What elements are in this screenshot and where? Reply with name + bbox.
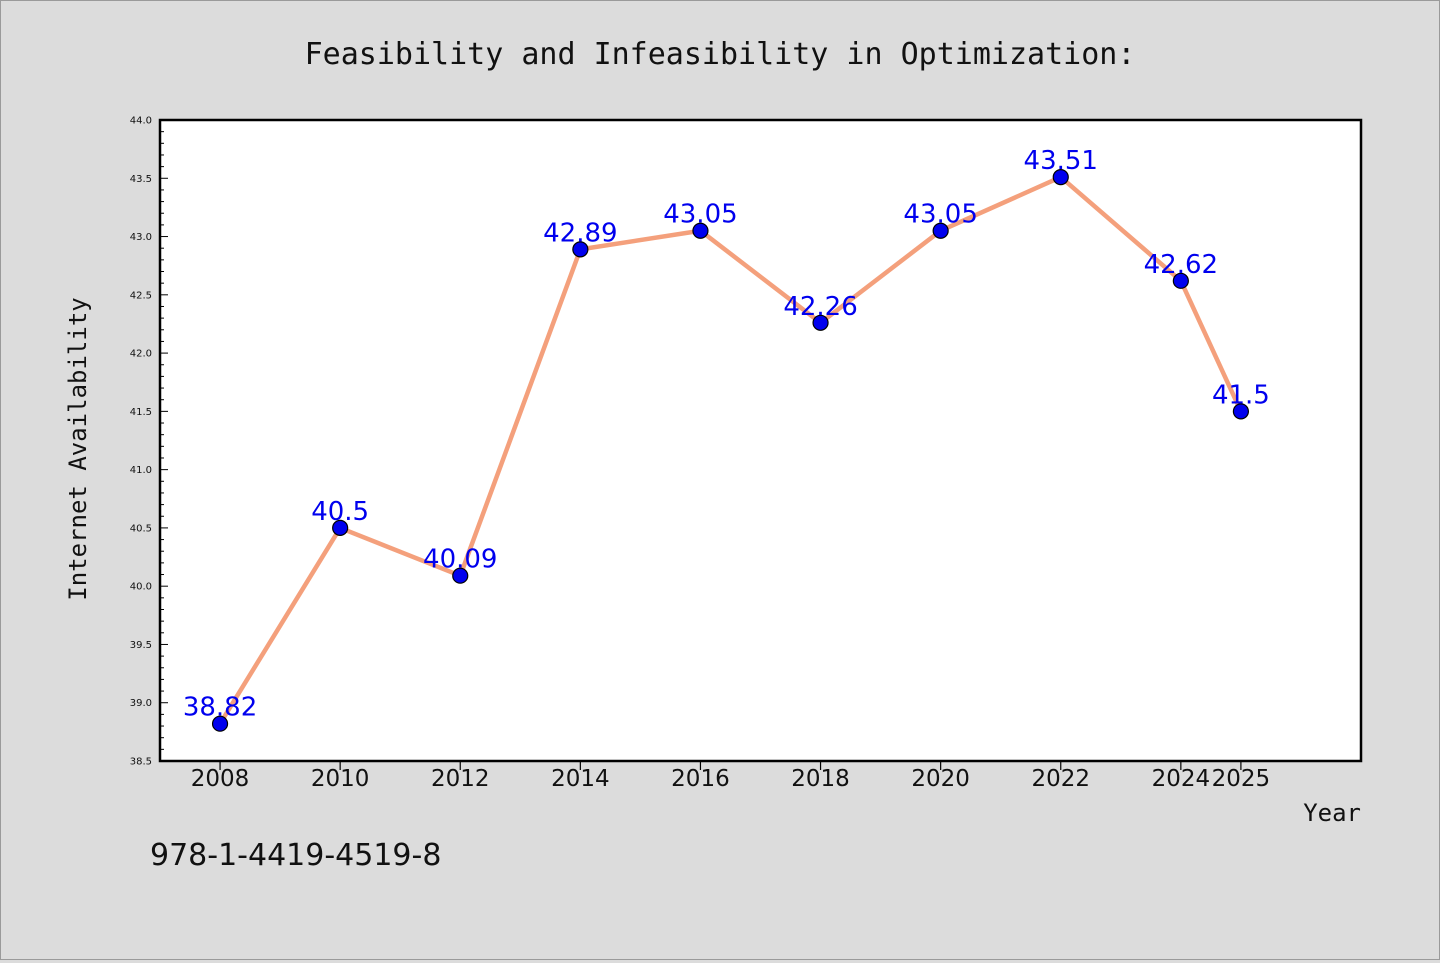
x-tick-label: 2022 xyxy=(1031,766,1090,792)
x-tick-label: 2014 xyxy=(551,766,610,792)
data-label: 43.51 xyxy=(1024,146,1098,176)
series-layer xyxy=(211,169,1250,732)
data-point xyxy=(1052,169,1069,186)
y-tick-label: 39.5 xyxy=(130,640,152,651)
footer-isbn: 978-1-4419-4519-8 xyxy=(150,838,441,873)
y-tick-label: 41.0 xyxy=(130,465,152,476)
data-label: 40.09 xyxy=(423,545,497,575)
data-label: 42.26 xyxy=(783,292,857,322)
data-point xyxy=(211,715,229,732)
data-label-layer: 38.82 40.5 40.09 42.89 43.05 42.26 43.05 43.51 4… xyxy=(183,146,1270,723)
y-tick-label: 40.0 xyxy=(130,582,152,593)
y-tick-label: 42.5 xyxy=(130,290,152,301)
x-tick-label: 2008 xyxy=(191,766,250,792)
data-label: 42.62 xyxy=(1144,250,1218,280)
y-tick-label: 43.0 xyxy=(130,232,152,243)
data-label: 40.5 xyxy=(311,497,369,527)
y-tick-label: 44.0 xyxy=(130,116,152,127)
data-point xyxy=(692,222,709,239)
data-label: 41.5 xyxy=(1212,380,1270,410)
data-point xyxy=(332,519,349,537)
data-point xyxy=(932,222,949,239)
y-tick-label: 43.5 xyxy=(130,174,152,185)
data-label: 38.82 xyxy=(183,693,257,723)
y-tick-label: 39.0 xyxy=(130,698,152,709)
y-axis-label: Internet Availability xyxy=(64,297,92,600)
data-label: 43.05 xyxy=(663,200,737,230)
x-axis-label: Year xyxy=(1303,799,1361,827)
x-tick-label: 2025 xyxy=(1212,766,1271,792)
x-tick-label: 2020 xyxy=(911,766,970,792)
x-tick-label: 2018 xyxy=(791,766,850,792)
y-tick-label: 41.5 xyxy=(130,407,152,418)
y-tick-label: 38.5 xyxy=(130,757,152,768)
y-tick-label: 42.0 xyxy=(130,349,152,360)
data-point xyxy=(452,567,469,584)
x-tick-label: 2016 xyxy=(671,766,730,792)
x-tick-label: 2010 xyxy=(311,766,370,792)
data-point xyxy=(1232,403,1250,420)
x-axis-ticks: 2008 2010 2012 2014 2016 2018 2020 2022 2024 2025 xyxy=(191,761,1270,792)
x-tick-label: 2012 xyxy=(431,766,490,792)
x-tick-label: 2024 xyxy=(1152,766,1211,792)
data-label: 43.05 xyxy=(903,200,977,230)
y-axis-ticks: 38.5 39.0 39.5 40.0 40.5 41.0 41.5 42.0 42.5 43.0… xyxy=(130,116,168,768)
data-label: 42.89 xyxy=(543,218,617,248)
y-tick-label: 40.5 xyxy=(130,523,152,534)
chart-title: Feasibility and Infeasibility in Optimiz… xyxy=(305,37,1136,72)
series-line xyxy=(217,174,1244,726)
plot-area xyxy=(158,118,1363,763)
data-point xyxy=(572,241,589,258)
data-point xyxy=(812,314,829,331)
data-point xyxy=(1172,272,1189,289)
